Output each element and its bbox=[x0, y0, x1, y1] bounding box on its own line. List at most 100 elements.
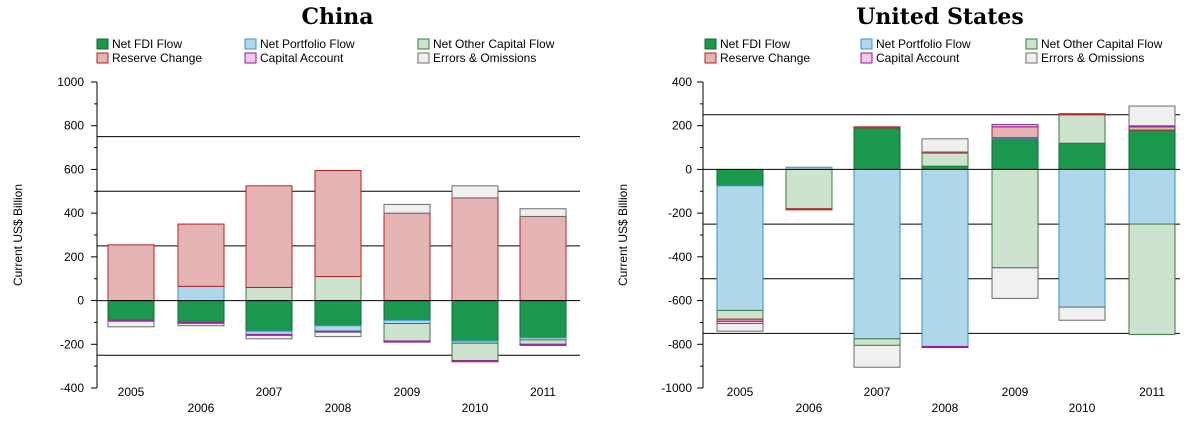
legend-swatch-capital bbox=[244, 52, 257, 64]
y-tick-label: -600 bbox=[668, 294, 692, 308]
legend-label-fdi: Net FDI Flow bbox=[112, 37, 182, 51]
y-tick-label: 400 bbox=[672, 75, 692, 89]
y-tick-label: 800 bbox=[64, 119, 84, 133]
bar-portfolio-2011 bbox=[1128, 168, 1176, 225]
x-tick-label-2007: 2007 bbox=[256, 385, 283, 399]
y-tick-label: -1000 bbox=[661, 381, 692, 395]
y-axis-label: Current US$ Billion bbox=[616, 184, 630, 286]
legend-label-other: Net Other Capital Flow bbox=[433, 37, 555, 51]
y-tick-label: -200 bbox=[668, 206, 692, 220]
chart-title-us: United States bbox=[856, 4, 1024, 30]
bar-capital-2009 bbox=[383, 340, 431, 343]
legend-swatch-reserve bbox=[96, 52, 109, 64]
bar-portfolio-2008 bbox=[921, 168, 969, 347]
legend-label-other: Net Other Capital Flow bbox=[1041, 37, 1163, 51]
bar-fdi-2007 bbox=[853, 127, 901, 170]
x-tick-label-2006: 2006 bbox=[796, 401, 823, 415]
y-tick-label: -400 bbox=[668, 250, 692, 264]
bar-other-2011 bbox=[1128, 223, 1176, 335]
bar-fdi-2008 bbox=[314, 300, 362, 327]
x-tick-label-2011: 2011 bbox=[1139, 385, 1165, 399]
y-tick-label: 0 bbox=[77, 294, 84, 308]
legend-label-portfolio: Net Portfolio Flow bbox=[876, 37, 971, 51]
bar-portfolio-2007 bbox=[853, 168, 901, 340]
y-tick-label: 200 bbox=[64, 250, 84, 264]
us-chart: Net FDI Flow Net Portfolio Flow Net Other … bbox=[616, 37, 1180, 415]
bar-errors-2009 bbox=[383, 203, 431, 214]
legend-swatch-capital bbox=[860, 52, 873, 64]
bar-portfolio-2006 bbox=[177, 285, 225, 302]
bar-reserve-2010 bbox=[451, 197, 499, 302]
x-tick-label-2005: 2005 bbox=[118, 385, 145, 399]
legend-label-portfolio: Net Portfolio Flow bbox=[260, 37, 355, 51]
bar-errors-2005 bbox=[107, 320, 155, 328]
legend-swatch-other bbox=[1025, 38, 1038, 50]
y-tick-label: -400 bbox=[60, 381, 84, 395]
x-tick-label-2007: 2007 bbox=[864, 385, 891, 399]
bar-fdi-2005 bbox=[716, 168, 764, 187]
bar-errors-2005 bbox=[716, 323, 764, 332]
y-tick-label: 600 bbox=[64, 162, 84, 176]
us-chart-panel: United States Net FDI Flow Net Portfolio … bbox=[600, 0, 1198, 438]
x-tick-label-2008: 2008 bbox=[325, 401, 352, 415]
x-tick-label-2010: 2010 bbox=[462, 401, 489, 415]
bar-reserve-2009 bbox=[991, 126, 1039, 139]
bar-reserve-2011 bbox=[519, 215, 567, 302]
bar-errors-2008 bbox=[314, 331, 362, 338]
x-tick-label-2009: 2009 bbox=[1002, 385, 1029, 399]
legend-label-reserve: Reserve Change bbox=[112, 51, 202, 65]
bar-capital-2011 bbox=[519, 343, 567, 346]
legend-swatch-other bbox=[417, 38, 430, 50]
bar-portfolio-2010 bbox=[1058, 168, 1106, 308]
bar-other-2010 bbox=[1058, 114, 1106, 144]
legend-swatch-fdi bbox=[96, 38, 109, 50]
bar-reserve-2006 bbox=[785, 208, 833, 211]
bar-fdi-2011 bbox=[1128, 129, 1176, 170]
bar-other-2009 bbox=[991, 168, 1039, 269]
y-tick-label: 400 bbox=[64, 206, 84, 220]
legend-swatch-portfolio bbox=[244, 38, 257, 50]
legend-label-errors: Errors & Omissions bbox=[1041, 51, 1144, 65]
legend-label-reserve: Reserve Change bbox=[720, 51, 810, 65]
legend-label-errors: Errors & Omissions bbox=[433, 51, 536, 65]
bar-reserve-2007 bbox=[853, 126, 901, 129]
legend-swatch-errors bbox=[417, 52, 430, 64]
bar-portfolio-2008 bbox=[314, 325, 362, 332]
legend-swatch-reserve bbox=[704, 52, 717, 64]
x-tick-label-2006: 2006 bbox=[188, 401, 215, 415]
legend-swatch-errors bbox=[1025, 52, 1038, 64]
bar-capital-2009 bbox=[991, 124, 1039, 128]
bar-other-2008 bbox=[921, 152, 969, 167]
bar-reserve-2005 bbox=[107, 244, 155, 302]
china-chart-panel: China Net FDI Flow Net Portfolio Flow Net … bbox=[11, 4, 580, 415]
bar-capital-2008 bbox=[921, 345, 969, 349]
bar-other-2007 bbox=[853, 338, 901, 346]
bar-fdi-2005 bbox=[107, 300, 155, 321]
bar-other-2006 bbox=[785, 168, 833, 210]
bar-errors-2007 bbox=[853, 344, 901, 368]
x-tick-label-2011: 2011 bbox=[530, 385, 556, 399]
bar-portfolio-2005 bbox=[716, 185, 764, 311]
bar-fdi-2010 bbox=[1058, 142, 1106, 170]
x-tick-label-2010: 2010 bbox=[1069, 401, 1096, 415]
bar-other-2009 bbox=[383, 323, 431, 342]
y-axis-label: Current US$ Billion bbox=[11, 184, 25, 286]
bar-capital-2010 bbox=[451, 360, 499, 363]
bar-other-2011 bbox=[519, 339, 567, 345]
y-tick-label: -800 bbox=[668, 337, 692, 351]
bar-errors-2006 bbox=[177, 323, 225, 327]
bar-fdi-2006 bbox=[177, 300, 225, 323]
bar-other-2008 bbox=[314, 276, 362, 302]
bar-reserve-2010 bbox=[1058, 113, 1106, 116]
bar-reserve-2009 bbox=[383, 212, 431, 302]
bar-reserve-2007 bbox=[245, 185, 293, 288]
bar-reserve-2008 bbox=[314, 170, 362, 278]
legend-label-capital: Capital Account bbox=[260, 51, 344, 65]
legend-label-capital: Capital Account bbox=[876, 51, 960, 65]
legend-label-fdi: Net FDI Flow bbox=[720, 37, 790, 51]
legend-swatch-portfolio bbox=[860, 38, 873, 50]
bar-other-2010 bbox=[451, 342, 499, 362]
x-tick-label-2008: 2008 bbox=[932, 401, 959, 415]
bar-errors-2009 bbox=[991, 267, 1039, 299]
x-tick-label-2009: 2009 bbox=[394, 385, 421, 399]
